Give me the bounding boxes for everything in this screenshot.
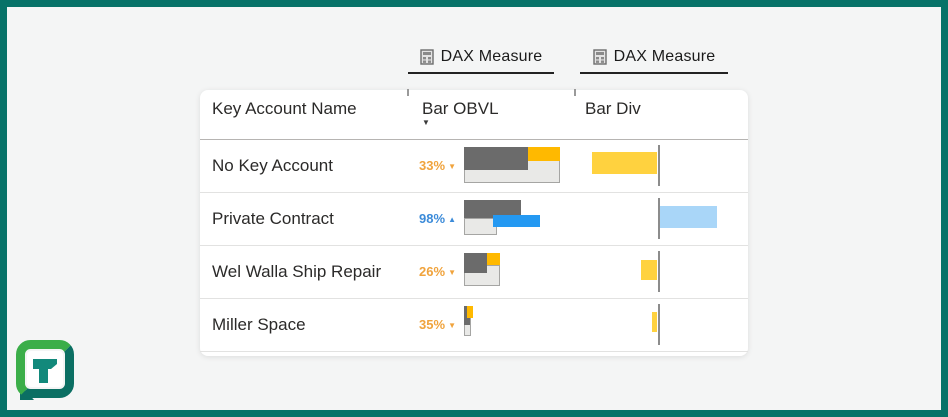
obvl-bar-chart xyxy=(464,253,584,291)
table-header-row: Key Account Name Bar OBVL Bar Div ▼ xyxy=(200,90,748,140)
row-label: No Key Account xyxy=(212,156,333,175)
axis-line xyxy=(658,251,660,292)
brand-logo xyxy=(16,340,76,402)
actual-bar xyxy=(464,200,521,218)
row-label: Miller Space xyxy=(212,315,306,334)
axis-line xyxy=(658,145,660,186)
field-well-label: DAX Measure xyxy=(440,48,543,65)
variance-bar xyxy=(528,147,560,161)
div-bar-rect xyxy=(592,152,657,174)
div-bar-chart xyxy=(580,245,740,298)
logo-letter-t xyxy=(33,359,57,383)
table-row[interactable]: No Key Account 33% ▼ xyxy=(200,139,748,193)
trend-arrow-icon: ▲ xyxy=(448,215,456,224)
axis-line xyxy=(658,304,660,345)
table-row[interactable]: Miller Space 35% ▼ xyxy=(200,298,748,352)
field-well-dax-measure-1[interactable]: DAX Measure xyxy=(408,42,554,74)
obvl-bar-chart xyxy=(464,306,584,344)
trend-arrow-icon: ▼ xyxy=(448,321,456,330)
variance-percent: 35% ▼ xyxy=(419,317,456,332)
obvl-bar-chart xyxy=(464,147,584,185)
table-row[interactable]: Private Contract 98% ▲ xyxy=(200,192,748,246)
column-header-bar-obvl[interactable]: Bar OBVL xyxy=(422,99,499,118)
variance-bar xyxy=(467,306,473,318)
variance-bar xyxy=(487,253,500,265)
div-bar-rect xyxy=(652,312,657,332)
column-header-bar-div[interactable]: Bar Div xyxy=(585,99,641,118)
actual-bar xyxy=(464,253,487,273)
variance-percent: 26% ▼ xyxy=(419,264,456,279)
trend-arrow-icon: ▼ xyxy=(448,162,456,171)
table-visual-card: Key Account Name Bar OBVL Bar Div ▼ No K… xyxy=(200,89,748,356)
variance-bar xyxy=(493,215,540,227)
field-well-label: DAX Measure xyxy=(613,48,716,65)
div-bar-chart xyxy=(580,298,740,351)
row-label: Wel Walla Ship Repair xyxy=(212,262,382,281)
calculator-measure-icon xyxy=(592,49,607,65)
trend-arrow-icon: ▼ xyxy=(448,268,456,277)
variance-percent: 33% ▼ xyxy=(419,158,456,173)
sort-descending-icon[interactable]: ▼ xyxy=(422,118,430,127)
div-bar-rect xyxy=(660,206,717,228)
div-bar-rect xyxy=(641,260,657,280)
axis-line xyxy=(658,198,660,239)
row-label: Private Contract xyxy=(212,209,334,228)
calculator-measure-icon xyxy=(419,49,434,65)
div-bar-chart xyxy=(580,139,740,192)
column-divider-tick[interactable] xyxy=(574,89,576,96)
field-well-dax-measure-2[interactable]: DAX Measure xyxy=(580,42,728,74)
obvl-bar-chart xyxy=(464,200,584,238)
variance-percent: 98% ▲ xyxy=(419,211,456,226)
div-bar-chart xyxy=(580,192,740,245)
column-divider-tick[interactable] xyxy=(407,89,409,96)
column-header-key-account-name[interactable]: Key Account Name xyxy=(212,99,357,118)
actual-bar xyxy=(464,147,528,170)
table-row[interactable]: Wel Walla Ship Repair 26% ▼ xyxy=(200,245,748,299)
